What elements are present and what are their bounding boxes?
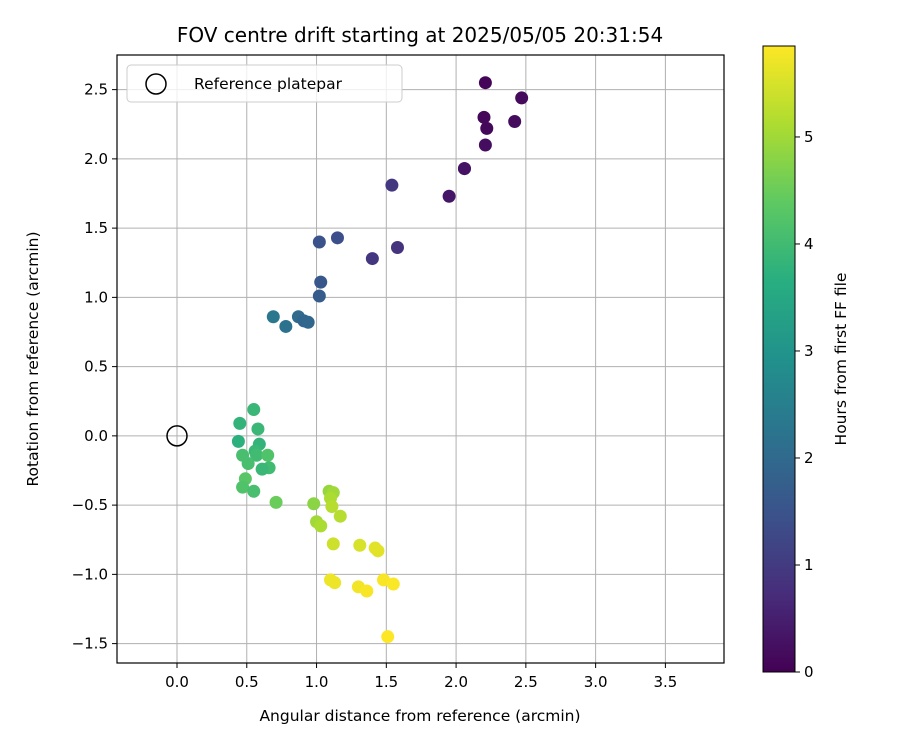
data-point — [477, 110, 491, 124]
data-point — [325, 499, 339, 513]
data-point — [247, 403, 261, 417]
plot-frame — [116, 54, 725, 664]
colorbar-tick-label: 3 — [804, 342, 814, 360]
data-point — [478, 138, 492, 152]
x-tick-label: 3.0 — [584, 673, 608, 691]
reference-platepar-marker — [166, 425, 188, 447]
legend: Reference platepar — [126, 64, 403, 103]
x-tick-label: 1.0 — [305, 673, 329, 691]
data-point — [314, 519, 328, 533]
colorbar-tick-label: 5 — [804, 128, 814, 146]
legend-marker — [145, 73, 167, 95]
data-point — [314, 275, 328, 289]
data-point — [279, 319, 293, 333]
legend-label: Reference platepar — [194, 75, 343, 93]
data-point — [480, 121, 494, 135]
chart-title: FOV centre drift starting at 2025/05/05 … — [177, 23, 663, 47]
y-tick-label: 0.0 — [84, 427, 108, 445]
data-point — [269, 495, 283, 509]
y-tick-label: 2.0 — [84, 150, 108, 168]
x-axis-label: Angular distance from reference (arcmin) — [259, 707, 580, 725]
colorbar: 0 1 2 3 4 5 Hours from first FF file — [762, 45, 850, 681]
x-tick-label: 3.5 — [653, 673, 677, 691]
colorbar-label: Hours from first FF file — [832, 273, 850, 446]
data-point — [251, 422, 265, 436]
y-tick-label: 0.5 — [84, 358, 108, 376]
data-point — [241, 457, 255, 471]
y-axis: −1.5 −1.0 −0.5 0.0 0.5 1.0 1.5 2.0 2.5 — [72, 81, 117, 653]
data-point — [381, 630, 395, 644]
data-point — [365, 252, 379, 266]
data-point — [360, 584, 374, 598]
data-point — [333, 509, 347, 523]
data-point — [508, 114, 522, 128]
data-point — [326, 537, 340, 551]
data-point — [233, 416, 247, 430]
data-point — [247, 484, 261, 498]
y-tick-label: −1.0 — [72, 565, 108, 583]
y-tick-label: 1.5 — [84, 219, 108, 237]
legend-box — [126, 64, 403, 103]
x-tick-label: 2.0 — [444, 673, 468, 691]
colorbar-tick-label: 0 — [804, 663, 814, 681]
x-tick-label: 2.5 — [514, 673, 538, 691]
grid — [117, 55, 724, 663]
data-point — [255, 462, 269, 476]
data-point — [328, 576, 342, 590]
scatter-points — [231, 76, 529, 644]
data-point — [301, 315, 315, 329]
data-point — [385, 178, 399, 192]
data-point — [231, 434, 245, 448]
data-point — [312, 235, 326, 249]
y-tick-label: −1.5 — [72, 635, 108, 653]
y-tick-label: 1.0 — [84, 288, 108, 306]
x-tick-label: 0.5 — [235, 673, 259, 691]
colorbar-tick-label: 1 — [804, 556, 814, 574]
data-point — [236, 480, 250, 494]
y-tick-label: −0.5 — [72, 496, 108, 514]
data-point — [330, 231, 344, 245]
y-axis-label: Rotation from reference (arcmin) — [24, 231, 42, 486]
data-point — [371, 544, 385, 558]
data-point — [457, 162, 471, 176]
colorbar-ticks: 0 1 2 3 4 5 — [795, 128, 814, 681]
data-point — [386, 577, 400, 591]
data-point — [515, 91, 529, 105]
data-point — [312, 289, 326, 303]
colorbar-tick-label: 4 — [804, 235, 814, 253]
y-tick-label: 2.5 — [84, 81, 108, 99]
data-point — [353, 538, 367, 552]
data-point — [442, 189, 456, 203]
data-point — [250, 448, 264, 462]
data-point — [377, 573, 391, 587]
data-point — [478, 76, 492, 90]
colorbar-gradient — [762, 45, 796, 673]
colorbar-tick-label: 2 — [804, 449, 814, 467]
x-tick-label: 0.0 — [165, 673, 189, 691]
x-tick-label: 1.5 — [374, 673, 398, 691]
x-axis: 0.0 0.5 1.0 1.5 2.0 2.5 3.0 3.5 — [165, 663, 677, 691]
data-point — [307, 497, 321, 511]
plot-area — [117, 55, 724, 663]
data-point — [261, 448, 275, 462]
data-point — [390, 241, 404, 255]
data-point — [266, 310, 280, 324]
